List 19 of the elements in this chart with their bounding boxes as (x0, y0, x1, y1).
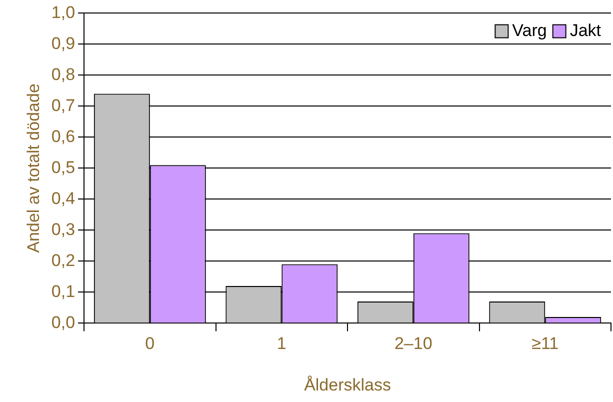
x-axis-title: Åldersklass (304, 375, 391, 394)
y-tick-label: 0,6 (51, 126, 76, 146)
x-tick-label: ≥11 (532, 334, 559, 354)
y-tick-label: 1,0 (51, 2, 76, 22)
x-tick-label: 1 (276, 334, 286, 354)
y-tick-label: 0,2 (51, 250, 76, 270)
y-tick-label: 0,7 (51, 96, 76, 115)
y-tick-label: 0,0 (51, 312, 76, 332)
legend-label: Varg (512, 20, 547, 40)
y-axis-title: Andel av totalt dödade (24, 84, 43, 253)
y-tick-label: 0,9 (51, 34, 76, 53)
x-tick-label: 0 (145, 334, 155, 354)
y-tick-label: 0,1 (51, 282, 76, 301)
y-tick-label: 0,3 (51, 220, 76, 239)
x-tick-label: 2–10 (394, 334, 432, 354)
y-tick-label: 0,5 (51, 158, 76, 177)
y-tick-label: 0,8 (51, 64, 76, 84)
legend-label: Jakt (570, 20, 602, 40)
y-tick-label: 0,4 (51, 188, 76, 208)
